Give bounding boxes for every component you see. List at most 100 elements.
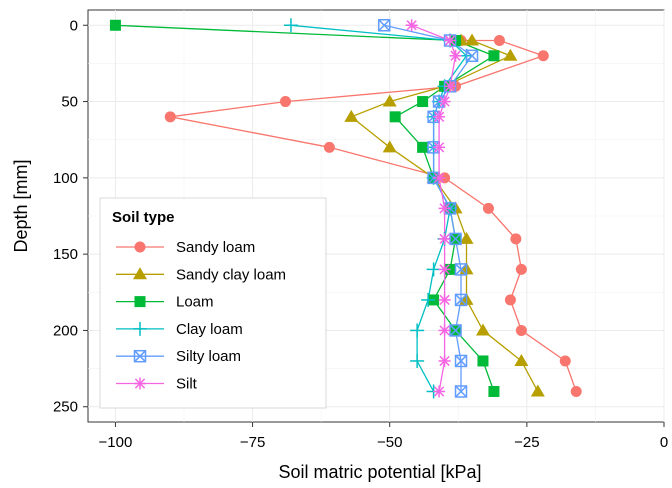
point-silt-13 bbox=[438, 354, 451, 367]
point-sandy-loam-10 bbox=[515, 263, 527, 275]
point-silt-4-d2 bbox=[439, 96, 450, 107]
legend-box bbox=[99, 197, 327, 409]
point-silt-0-d2 bbox=[406, 20, 417, 31]
point-silty-loam-2-d2 bbox=[465, 49, 479, 62]
point-sandy-clay-loam-2 bbox=[503, 48, 518, 61]
point-sandy-loam-1-shape bbox=[493, 35, 505, 47]
point-silty-loam-13-box bbox=[454, 354, 468, 368]
legend-label: Sandy clay loam bbox=[176, 266, 286, 283]
point-loam-2-shape bbox=[488, 50, 500, 62]
point-silty-loam-12-d2 bbox=[449, 324, 462, 337]
point-silty-loam-0-d2 bbox=[378, 19, 391, 32]
legend-label: Clay loam bbox=[176, 321, 243, 338]
point-sandy-loam-14-shape bbox=[570, 385, 582, 397]
point-loam-0-shape bbox=[109, 19, 121, 31]
legend-item-silt: Silt bbox=[116, 376, 198, 393]
point-sandy-loam-8-shape bbox=[482, 202, 494, 214]
point-sandy-loam-12-shape bbox=[515, 324, 527, 336]
point-sandy-clay-loam-2-shape bbox=[503, 48, 518, 61]
point-clay-loam-10 bbox=[426, 262, 441, 277]
x-tick-label: −75 bbox=[240, 434, 265, 451]
point-sandy-loam-6 bbox=[323, 141, 335, 153]
point-loam-2 bbox=[488, 50, 500, 62]
point-silt-10-d2 bbox=[439, 264, 450, 275]
point-silt-6 bbox=[433, 141, 446, 154]
point-silt-13-d2 bbox=[439, 355, 450, 367]
point-silt-5 bbox=[433, 110, 446, 123]
point-silt-9-d2 bbox=[439, 233, 450, 245]
point-sandy-loam-11-shape bbox=[504, 294, 516, 306]
point-silt-1-d2 bbox=[444, 35, 456, 46]
point-sandy-clay-loam-4-shape bbox=[382, 94, 397, 107]
point-silt-9 bbox=[438, 232, 451, 245]
y-tick-label: 200 bbox=[53, 322, 78, 339]
point-clay-loam-12 bbox=[410, 323, 425, 338]
point-sandy-clay-loam-14-shape bbox=[530, 384, 545, 397]
point-silt-2 bbox=[449, 49, 462, 62]
point-sandy-loam-1 bbox=[493, 35, 505, 47]
point-silty-loam-2-box bbox=[465, 49, 479, 63]
legend-item-sandy-clay-loam: Sandy clay loam bbox=[116, 266, 286, 283]
point-silty-loam-14 bbox=[454, 385, 468, 398]
axes: −100 −75 −50 −25 0 0 50 100 150 200 250 bbox=[53, 17, 668, 451]
point-loam-5-shape bbox=[389, 111, 401, 123]
legend-key-marker-silt-d2 bbox=[134, 378, 146, 389]
point-silt-12 bbox=[438, 324, 451, 337]
y-tick-label: 100 bbox=[53, 170, 78, 187]
point-sandy-clay-loam-12-shape bbox=[475, 323, 490, 336]
legend-key-marker-silt bbox=[134, 377, 146, 390]
x-tick-label: −50 bbox=[377, 434, 402, 451]
point-silt-3 bbox=[444, 80, 457, 93]
legend-label: Sandy loam bbox=[176, 239, 255, 256]
point-sandy-loam-13-shape bbox=[559, 355, 571, 367]
point-loam-4-shape bbox=[417, 96, 429, 108]
legend-label: Loam bbox=[176, 294, 214, 311]
point-sandy-loam-4-shape bbox=[279, 96, 291, 108]
point-loam-13 bbox=[477, 355, 489, 367]
point-sandy-loam-5-shape bbox=[164, 111, 176, 123]
point-silty-loam-10 bbox=[454, 263, 468, 276]
point-silty-loam-2 bbox=[465, 49, 479, 63]
point-sandy-clay-loam-9 bbox=[459, 231, 474, 244]
y-axis-title: Depth [mm] bbox=[11, 159, 31, 252]
point-silt-7-d2 bbox=[433, 172, 445, 183]
point-sandy-loam-6-shape bbox=[323, 141, 335, 153]
point-silt-4 bbox=[438, 95, 451, 108]
point-sandy-loam-8 bbox=[482, 202, 494, 214]
legend-key-marker-loam-shape bbox=[134, 296, 146, 308]
point-silty-loam-14-d2 bbox=[454, 385, 468, 398]
point-sandy-loam-13 bbox=[559, 355, 571, 367]
point-sandy-clay-loam-6 bbox=[382, 140, 397, 153]
point-loam-6-shape bbox=[417, 141, 429, 153]
point-loam-13-shape bbox=[477, 355, 489, 367]
point-silt-5-d2 bbox=[433, 111, 445, 122]
x-axis-title: Soil matric potential [kPa] bbox=[278, 462, 481, 482]
point-silty-loam-13-d2 bbox=[454, 354, 468, 367]
point-sandy-loam-10-shape bbox=[515, 263, 527, 275]
point-silt-14 bbox=[433, 385, 446, 398]
point-sandy-clay-loam-9-shape bbox=[459, 231, 474, 244]
point-loam-5 bbox=[389, 111, 401, 123]
point-silt-12-d2 bbox=[439, 325, 450, 336]
point-silty-loam-11-d2 bbox=[454, 293, 468, 306]
x-tick-label: −100 bbox=[99, 434, 133, 451]
legend-key-marker-silty-loam bbox=[133, 349, 147, 363]
point-silt-14-d2 bbox=[433, 386, 445, 397]
point-silty-loam-13 bbox=[454, 354, 468, 368]
point-silt-0 bbox=[405, 19, 418, 32]
point-sandy-loam-2-shape bbox=[537, 50, 549, 62]
point-silty-loam-0 bbox=[377, 19, 391, 32]
point-sandy-loam-2 bbox=[537, 50, 549, 62]
legend-key-marker-sandy-clay-loam bbox=[133, 267, 147, 280]
point-sandy-loam-9-shape bbox=[510, 233, 522, 245]
legend-title: Soil type bbox=[112, 209, 175, 226]
point-loam-14 bbox=[488, 385, 500, 397]
point-sandy-loam-4 bbox=[279, 96, 291, 108]
point-clay-loam-0 bbox=[283, 18, 298, 33]
point-clay-loam-13 bbox=[410, 353, 425, 368]
point-silty-loam-10-d2 bbox=[454, 263, 468, 276]
legend-key-marker-silty-loam-box bbox=[133, 349, 147, 363]
